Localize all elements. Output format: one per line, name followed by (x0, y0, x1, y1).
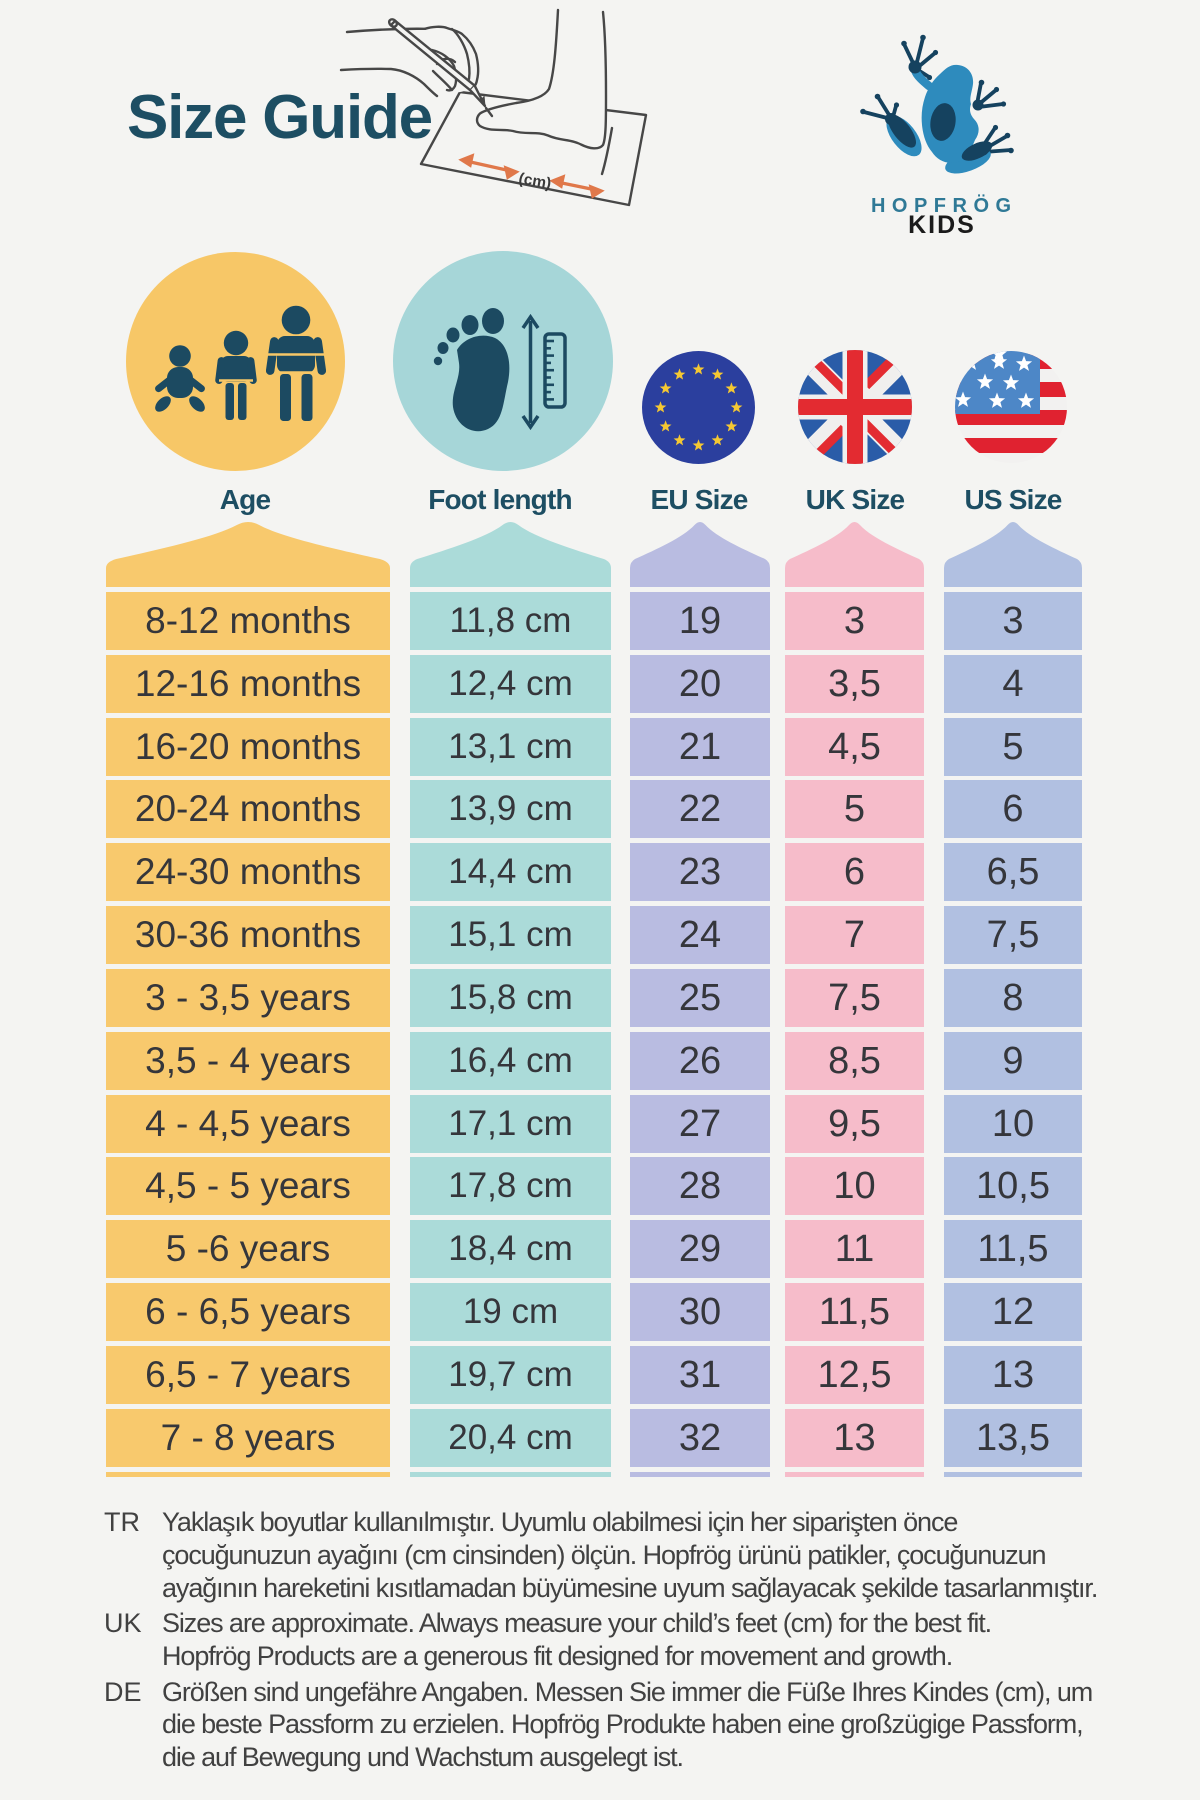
svg-text:(cm): (cm) (517, 170, 552, 192)
